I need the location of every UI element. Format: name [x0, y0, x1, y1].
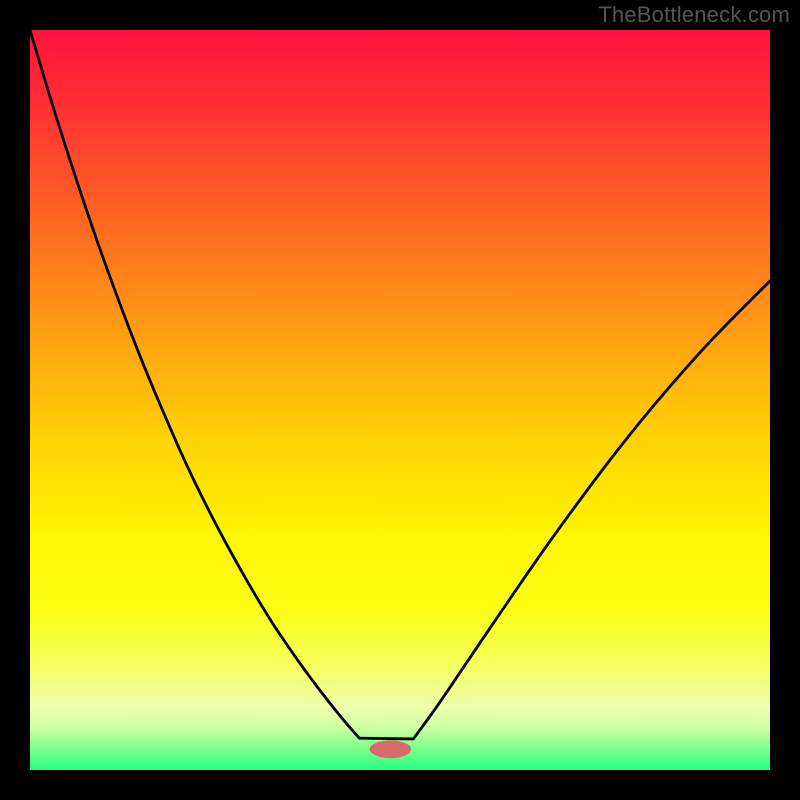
chart-frame: TheBottleneck.com [0, 0, 800, 800]
bottleneck-curve-chart [30, 30, 770, 770]
watermark-text: TheBottleneck.com [598, 2, 790, 28]
optimal-marker [370, 740, 411, 758]
plot-area [30, 30, 770, 770]
